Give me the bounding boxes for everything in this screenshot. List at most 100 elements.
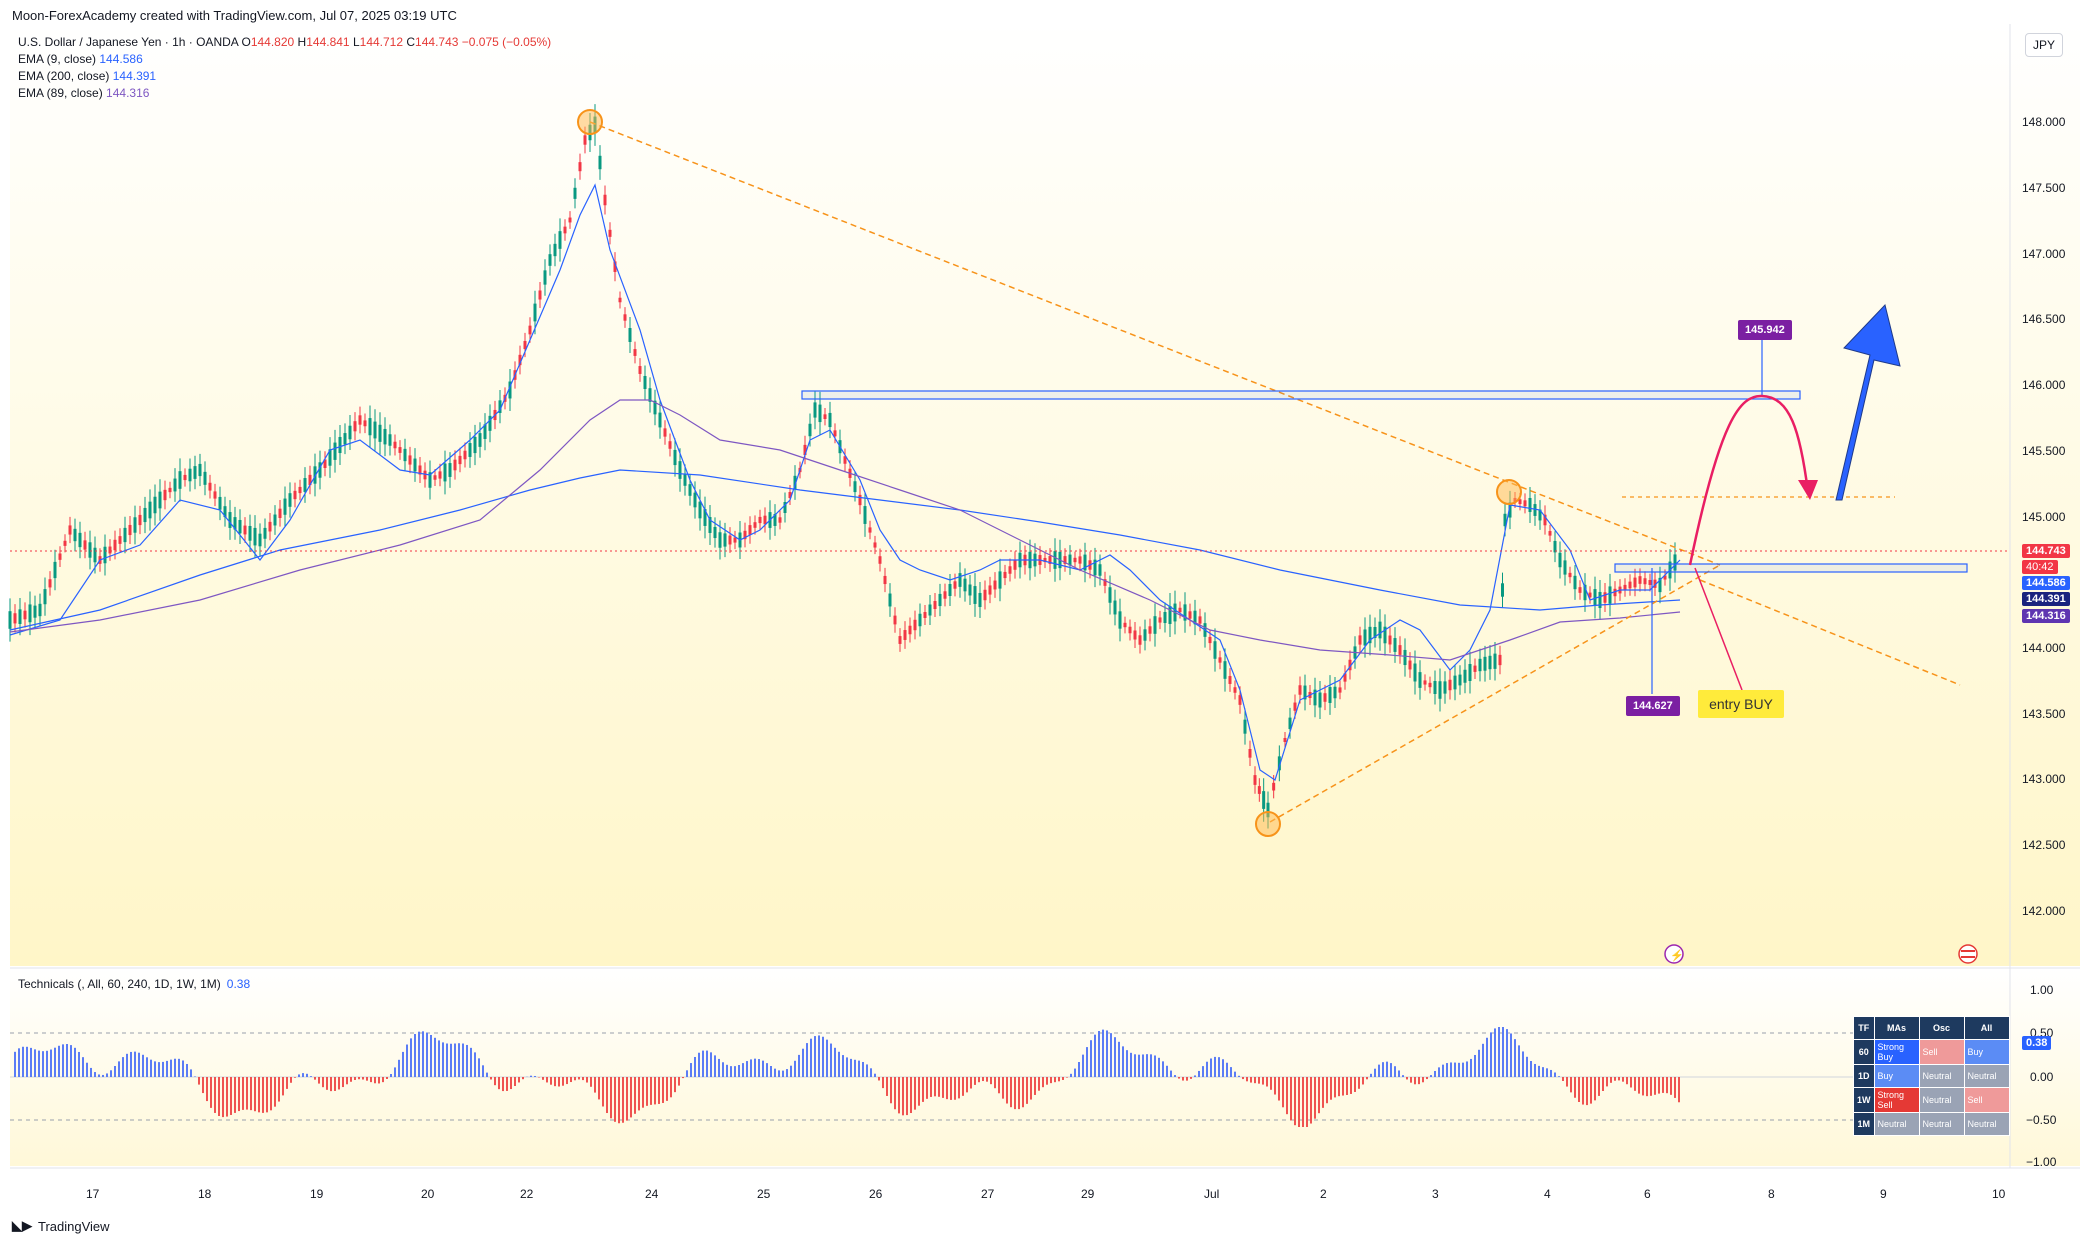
- candle-body: [898, 636, 902, 644]
- histogram-bar: [842, 1055, 844, 1077]
- technicals-legend[interactable]: Technicals (, All, 60, 240, 1D, 1W, 1M) 0…: [18, 977, 250, 991]
- histogram-bar: [626, 1077, 628, 1121]
- histogram-bar: [1058, 1077, 1060, 1082]
- candle-body: [633, 349, 637, 356]
- ema89-value: 144.316: [106, 86, 150, 100]
- histogram-bar: [214, 1077, 216, 1113]
- histogram-bar: [210, 1077, 212, 1108]
- candle-body: [1588, 592, 1592, 598]
- candle-body: [508, 381, 512, 399]
- countdown-tag: 40:42: [2022, 560, 2058, 574]
- candle-body: [1113, 600, 1117, 615]
- histogram-bar: [1462, 1062, 1464, 1077]
- histogram-bar: [1170, 1070, 1172, 1077]
- histogram-bar: [850, 1058, 852, 1077]
- histogram-bar: [594, 1077, 596, 1093]
- ema200-legend[interactable]: EMA (200, close) 144.391: [18, 68, 551, 85]
- low-price-label: 144.627: [1626, 696, 1680, 716]
- candle-body: [1528, 497, 1532, 513]
- histogram-bar: [710, 1052, 712, 1077]
- candle-body: [563, 226, 567, 234]
- candle-body: [1543, 514, 1547, 526]
- ema9-line: [9, 183, 1681, 781]
- us-flag-icon[interactable]: [1958, 944, 1978, 964]
- histogram-bar: [1318, 1077, 1320, 1114]
- table-cell: Neutral: [1918, 1087, 1965, 1113]
- ema9-legend[interactable]: EMA (9, close) 144.586: [18, 51, 551, 68]
- histogram-bar: [158, 1062, 160, 1077]
- histogram-bar: [910, 1077, 912, 1114]
- histogram-bar: [546, 1077, 548, 1083]
- flash-icon[interactable]: [1664, 944, 1684, 964]
- histogram-bar: [770, 1066, 772, 1077]
- table-cell: Neutral: [1963, 1064, 2010, 1088]
- histogram-bar: [1362, 1077, 1364, 1085]
- candle-body: [1108, 587, 1112, 603]
- histogram-bar: [986, 1077, 988, 1082]
- candle-body: [628, 328, 632, 342]
- histogram-bar: [814, 1036, 816, 1077]
- candle-body: [533, 303, 537, 322]
- histogram-bar: [950, 1077, 952, 1100]
- histogram-bar: [1354, 1077, 1356, 1092]
- candle-body: [1318, 692, 1322, 708]
- histogram-bar: [894, 1077, 896, 1110]
- time-tick: 10: [1992, 1187, 2006, 1201]
- histogram-bar: [206, 1077, 208, 1102]
- candle-body: [573, 187, 577, 199]
- histogram-bar: [1126, 1050, 1128, 1077]
- tradingview-logo[interactable]: ◣▶ TradingView: [12, 1218, 110, 1234]
- histogram-bar: [258, 1077, 260, 1113]
- histogram-bar: [1026, 1077, 1028, 1104]
- histogram-bar: [1246, 1077, 1248, 1082]
- table-cell: Neutral: [1918, 1064, 1965, 1088]
- candle-body: [823, 414, 827, 419]
- candle-body: [833, 430, 837, 437]
- currency-button[interactable]: JPY: [2025, 33, 2063, 57]
- open-label: O: [241, 35, 251, 49]
- candle-body: [568, 217, 572, 223]
- close-label: C: [406, 35, 416, 49]
- candle-body: [1043, 557, 1047, 563]
- candle-body: [1533, 504, 1537, 516]
- histogram-bar: [278, 1077, 280, 1102]
- time-tick: Jul: [1204, 1187, 1220, 1201]
- histogram-bar: [122, 1057, 124, 1077]
- histogram-bar: [78, 1051, 80, 1077]
- table-cell: Sell: [1918, 1039, 1965, 1065]
- candle-body: [958, 573, 962, 587]
- histogram-bar: [1302, 1077, 1304, 1127]
- technicals-table: TF MAs Osc All 60 Strong Buy Sell Buy 1D…: [1853, 1016, 2010, 1136]
- histogram-bar: [102, 1074, 104, 1077]
- tech-tick: −0.50: [2026, 1113, 2057, 1127]
- histogram-bar: [1218, 1057, 1220, 1077]
- histogram-bar: [1254, 1077, 1256, 1084]
- histogram-bar: [994, 1077, 996, 1089]
- candle-body: [43, 589, 47, 605]
- uptrend-line: [1269, 564, 1721, 823]
- histogram-bar: [38, 1050, 40, 1077]
- histogram-bar: [298, 1074, 300, 1077]
- table-cell: Strong Sell: [1873, 1087, 1920, 1113]
- histogram-bar: [58, 1045, 60, 1077]
- technicals-title: Technicals (, All, 60, 240, 1D, 1W, 1M): [18, 977, 221, 991]
- candle-body: [1633, 577, 1637, 588]
- candle-body: [843, 456, 847, 464]
- ema200-tag: 144.391: [2022, 592, 2070, 606]
- histogram-bar: [406, 1044, 408, 1077]
- histogram-bar: [1506, 1029, 1508, 1077]
- histogram-bar: [378, 1077, 380, 1084]
- histogram-bar: [1402, 1075, 1404, 1077]
- histogram-bar: [1350, 1077, 1352, 1094]
- histogram-bar: [266, 1077, 268, 1113]
- histogram-bar: [194, 1076, 196, 1077]
- table-row: 1D Buy Neutral Neutral: [1853, 1064, 2010, 1088]
- candle-body: [388, 434, 392, 446]
- histogram-bar: [1394, 1066, 1396, 1077]
- ema89-legend[interactable]: EMA (89, close) 144.316: [18, 85, 551, 102]
- candle-body: [343, 433, 347, 445]
- histogram-bar: [270, 1077, 272, 1111]
- target-price-label: 145.942: [1738, 320, 1792, 340]
- histogram-bar: [1022, 1077, 1024, 1108]
